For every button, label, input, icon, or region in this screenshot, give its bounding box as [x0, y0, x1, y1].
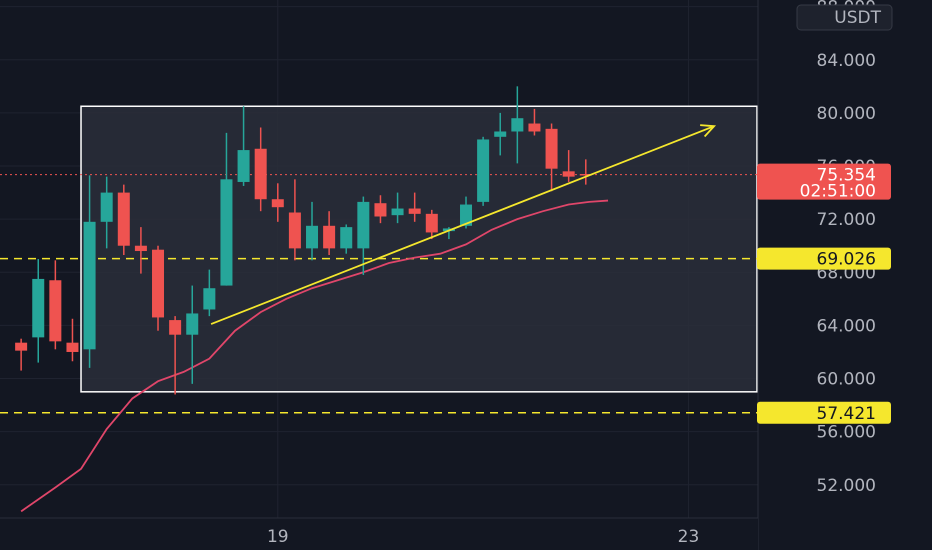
candle-body	[237, 150, 250, 182]
price-axis[interactable]: 52.00056.00060.00064.00068.00072.00076.0…	[757, 0, 932, 550]
quote-currency-label[interactable]: USDT	[834, 8, 881, 28]
candle-up	[340, 224, 353, 254]
level-tag-label: 57.421	[817, 404, 876, 424]
candle-body	[460, 204, 473, 226]
candle-body	[220, 179, 233, 286]
y-tick-label: 60.000	[817, 370, 876, 390]
candle-down	[271, 183, 284, 222]
candle-down	[323, 211, 336, 256]
y-tick-label: 64.000	[817, 316, 876, 336]
candle-body	[100, 192, 113, 222]
candle-body	[203, 288, 216, 310]
candle-body	[134, 245, 147, 252]
candle-down	[425, 209, 438, 240]
candle-down	[49, 260, 62, 350]
candle-body	[323, 225, 336, 249]
time-axis-background	[0, 518, 758, 550]
quote-currency-badge[interactable]	[796, 4, 893, 31]
candle-body	[66, 342, 79, 352]
candle-down	[134, 227, 147, 274]
candle-body	[306, 225, 319, 249]
y-tick-label: 72.000	[817, 210, 876, 230]
candle-countdown-label: 02:51:00	[800, 182, 876, 202]
current-price-tag	[757, 163, 891, 200]
candle-up	[511, 86, 524, 164]
candle-body	[494, 131, 507, 137]
candle-body	[579, 173, 592, 176]
candle-down	[562, 150, 575, 182]
trendline-arrowhead	[700, 124, 717, 138]
candle-body	[511, 118, 524, 132]
candle-up	[220, 132, 233, 286]
candle-body	[49, 280, 62, 342]
trendline[interactable]	[210, 124, 717, 325]
candle-body	[374, 203, 387, 217]
candle-down	[254, 127, 267, 212]
candle-up	[494, 112, 507, 156]
candle-body	[562, 171, 575, 177]
candle-body	[357, 201, 370, 249]
y-tick-label: 52.000	[817, 476, 876, 496]
candle-body	[117, 192, 130, 246]
candle-body	[340, 227, 353, 249]
candle-up	[83, 175, 96, 368]
candle-down	[374, 195, 387, 224]
candle-down	[152, 245, 165, 331]
level-tag	[757, 247, 891, 270]
level-tag	[757, 401, 891, 424]
y-tick-label: 56.000	[817, 423, 876, 443]
candle-body	[477, 139, 490, 202]
candle-down	[528, 108, 541, 136]
trendline-line	[210, 125, 715, 325]
y-tick-label: 80.000	[817, 104, 876, 124]
candle-body	[545, 128, 558, 169]
candle-down	[66, 318, 79, 362]
candle-up	[306, 201, 319, 261]
price-axis-background	[758, 0, 932, 550]
candle-down	[288, 179, 301, 261]
candle-up	[477, 136, 490, 206]
candle-body	[186, 313, 199, 335]
x-tick-label: 23	[678, 527, 700, 547]
candle-body	[83, 221, 96, 350]
candle-up	[186, 285, 199, 384]
moving-average-line	[20, 199, 609, 513]
candles	[15, 86, 592, 395]
candle-down	[545, 123, 558, 192]
candle-down	[15, 338, 28, 371]
candle-up	[237, 106, 250, 186]
candle-body	[425, 213, 438, 233]
candle-body	[408, 208, 421, 214]
candle-body	[32, 278, 45, 338]
candle-body	[152, 249, 165, 318]
candle-up	[391, 192, 404, 224]
candle-body	[528, 123, 541, 132]
candle-body	[271, 199, 284, 208]
x-tick-label: 19	[267, 527, 289, 547]
time-axis[interactable]: 19 23	[0, 517, 758, 550]
candle-body	[288, 212, 301, 249]
level-tag-label: 69.026	[817, 250, 876, 270]
candle-body	[169, 320, 182, 335]
candle-up	[357, 196, 370, 275]
current-price-label: 75.354	[817, 166, 876, 186]
candle-down	[117, 184, 130, 256]
candle-body	[254, 148, 267, 200]
candle-body	[15, 342, 28, 351]
candle-up	[203, 269, 216, 317]
candle-up	[100, 176, 113, 249]
y-tick-label: 84.000	[817, 51, 876, 71]
candle-down	[408, 192, 421, 222]
candle-body	[391, 208, 404, 216]
candle-up	[32, 259, 45, 363]
candle-down	[579, 159, 592, 185]
candle-down	[169, 316, 182, 395]
